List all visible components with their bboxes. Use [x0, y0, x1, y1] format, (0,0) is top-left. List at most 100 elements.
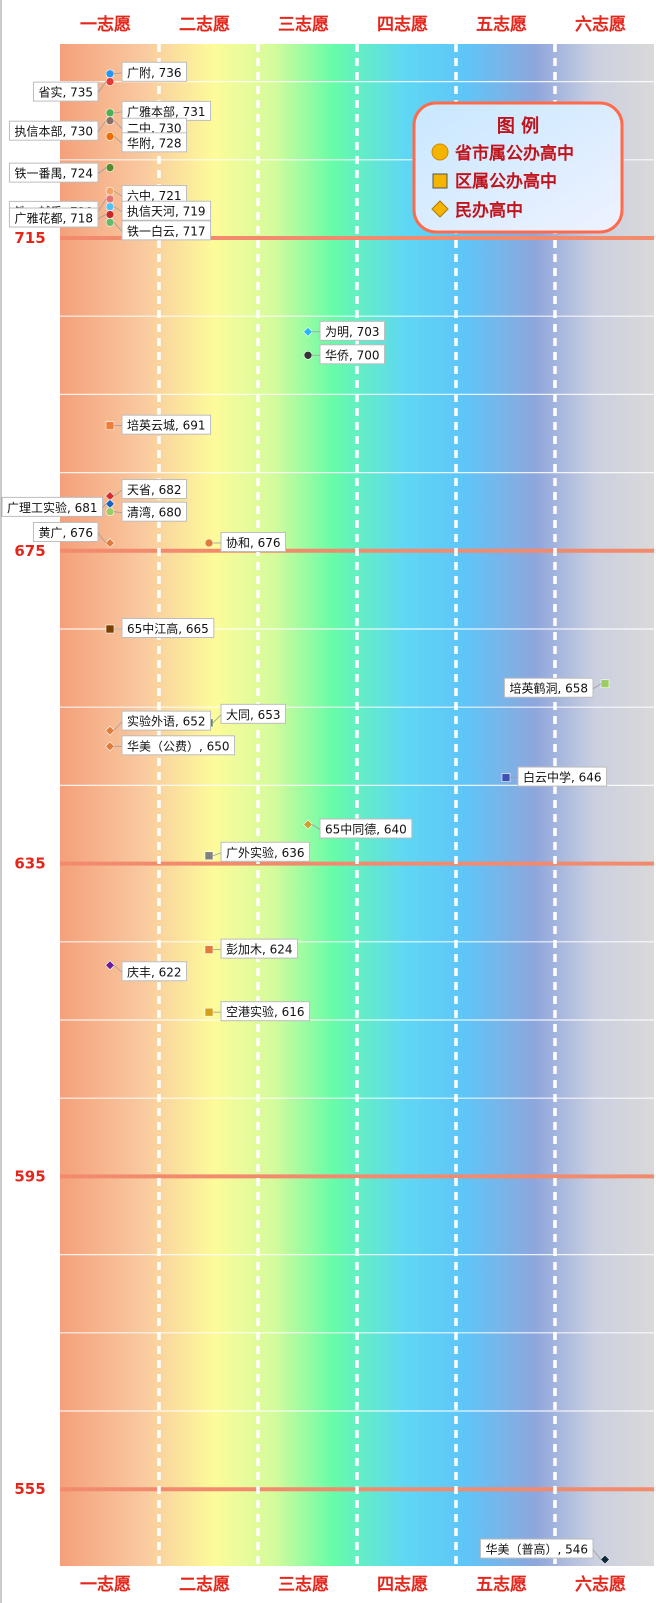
point-marker-diamond [105, 538, 115, 548]
point-label: 六中, 721 [127, 188, 182, 203]
point-leader-line [97, 167, 107, 174]
point-label-box [121, 961, 188, 982]
point-label-box [517, 766, 608, 787]
category-header-top: 五志愿 [476, 14, 527, 35]
point-label-box [121, 501, 188, 522]
point-marker-circle [105, 108, 115, 118]
point-label-box [121, 220, 212, 241]
point-label: 培英鹤洞, 658 [509, 681, 588, 696]
point-marker-diamond [600, 1554, 610, 1565]
point-label-box [8, 207, 99, 228]
point-label-box [319, 344, 386, 365]
point-marker-diamond [105, 960, 115, 971]
point-marker-circle [105, 202, 115, 212]
point-marker-diamond [105, 725, 115, 736]
point-leader-line [97, 81, 107, 93]
point-label: 广雅本部, 731 [127, 104, 206, 119]
legend-box [412, 101, 624, 234]
point-leader-line [113, 190, 123, 197]
data-point: 六中, 721 [105, 185, 188, 206]
y-tick-label: 595 [14, 1167, 45, 1185]
point-label: 为明, 703 [325, 325, 380, 339]
point-label-box [121, 618, 215, 638]
point-label: 广附, 736 [127, 66, 182, 80]
point-label-box [220, 531, 287, 552]
point-marker-square [105, 624, 115, 634]
point-leader-line [97, 532, 107, 544]
point-leader-line [97, 214, 107, 219]
point-marker-circle [303, 350, 313, 360]
point-marker-circle [105, 69, 115, 79]
point-leader-line [311, 824, 321, 830]
point-marker-circle [204, 538, 214, 548]
vertical-gridlines [157, 44, 557, 1566]
point-label: 华侨, 700 [325, 348, 380, 362]
data-point: 白云中学, 646 [501, 766, 608, 787]
data-point: 广雅本部, 731 [105, 100, 212, 121]
point-label: 华附, 728 [127, 136, 182, 150]
y-tick-labels: 715 675 635 595 555 [14, 229, 45, 1498]
top-category-headers: 一志愿 二志愿 三志愿 四志愿 五志愿 六志愿 [80, 14, 626, 35]
point-leader-line [113, 721, 123, 731]
point-marker-square [204, 945, 214, 954]
point-label-box [32, 81, 99, 102]
data-point: 执信天河, 719 [105, 200, 212, 221]
legend-item-diamond: 民办高中 [455, 200, 523, 221]
category-header-bottom: 一志愿 [80, 1574, 131, 1595]
point-label-box [319, 320, 386, 341]
point-label: 执信本部, 730 [14, 124, 93, 139]
point-label-box [121, 200, 212, 221]
legend-item-circle: 省市属公办高中 [454, 143, 574, 164]
point-leader-line [113, 489, 123, 497]
point-marker-square [501, 773, 511, 782]
data-point: 铁一番禺, 724 [8, 162, 115, 183]
category-header-bottom: 五志愿 [476, 1574, 527, 1595]
point-marker-diamond [303, 326, 313, 337]
point-label: 庆丰, 622 [127, 965, 182, 979]
data-point: 空港实验, 616 [204, 1001, 311, 1022]
category-header-bottom: 四志愿 [377, 1574, 428, 1595]
point-label: 大同, 653 [226, 708, 281, 722]
legend-item-square: 区属公办高中 [455, 171, 557, 192]
point-marker-circle [105, 132, 115, 141]
point-label: 空港实验, 616 [226, 1004, 305, 1019]
point-label: 白云中学, 646 [523, 770, 602, 785]
data-point: 庆丰, 622 [105, 960, 188, 982]
point-leader-line [97, 120, 107, 132]
point-marker-diamond [105, 741, 115, 752]
point-label: 华美（公费）, 650 [127, 739, 230, 753]
point-label: 实验外语, 652 [127, 714, 206, 729]
point-label: 广外实验, 636 [226, 845, 305, 860]
point-label: 黄广, 676 [38, 526, 93, 540]
category-header-top: 一志愿 [80, 14, 131, 35]
point-marker-circle [105, 116, 115, 125]
legend-square-icon [432, 173, 448, 189]
point-leader-line [592, 683, 602, 690]
category-header-top: 四志愿 [377, 14, 428, 35]
point-leader-line [113, 206, 123, 213]
data-point: 培英云城, 691 [105, 414, 212, 435]
point-marker-square [600, 679, 610, 689]
point-label: 协和, 676 [226, 535, 281, 550]
data-point: 天省, 682 [105, 479, 188, 501]
point-label: 铁一番禺, 724 [14, 167, 93, 181]
point-label: 清湾, 680 [127, 505, 182, 520]
point-marker-circle [105, 163, 115, 172]
data-point: 华附, 728 [105, 132, 188, 153]
point-leader-line [113, 136, 123, 144]
point-leader-line [113, 222, 123, 232]
point-label-box [220, 1001, 311, 1022]
category-header-top: 三志愿 [278, 14, 329, 35]
point-label-box [121, 414, 212, 435]
data-point: 广外实验, 636 [204, 841, 311, 862]
y-tick-label: 635 [14, 855, 45, 873]
point-label: 65中同德, 640 [325, 822, 407, 837]
data-point: 培英鹤洞, 658 [503, 677, 610, 698]
point-leader-line [97, 198, 107, 213]
point-marker-square [204, 851, 214, 861]
point-label: 培英云城, 691 [127, 418, 206, 433]
point-marker-circle [105, 186, 115, 196]
category-header-top: 六志愿 [575, 14, 626, 35]
point-leader-line [592, 1549, 602, 1560]
